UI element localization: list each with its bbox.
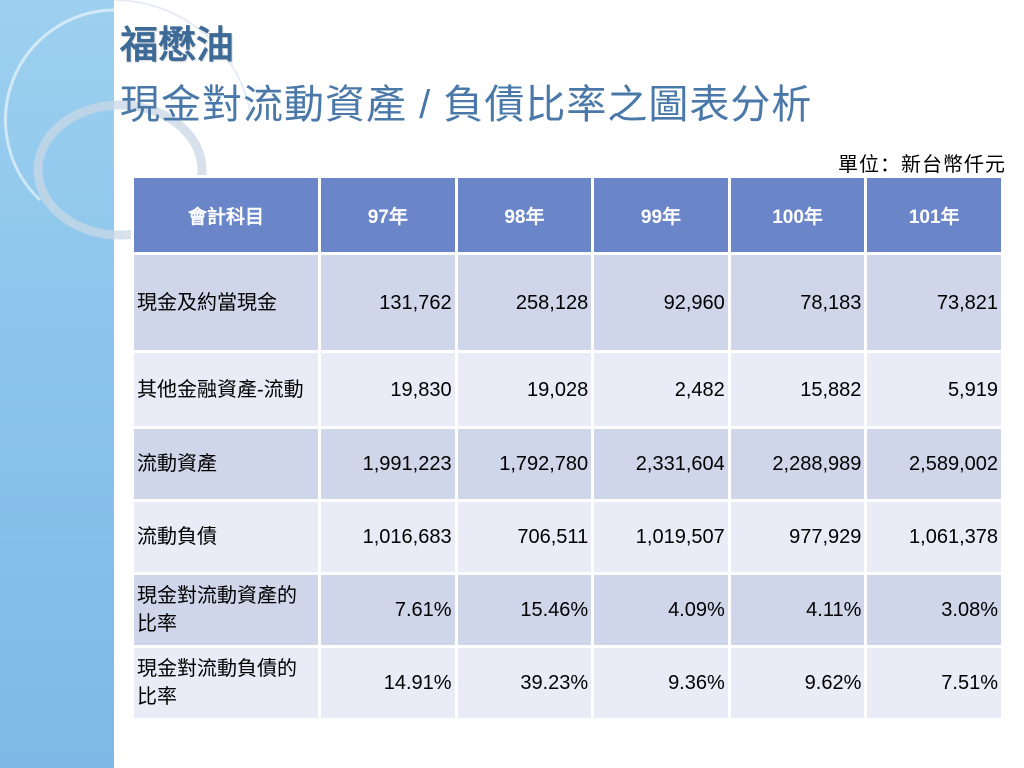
unit-note: 單位：新台幣仟元 (838, 154, 1006, 176)
table-cell: 1,991,223 (318, 426, 458, 502)
table-cell: 7.51% (864, 645, 1004, 721)
table-cell: 78,183 (727, 252, 868, 353)
row-label: 現金對流動負債的比率 (131, 645, 321, 721)
table-cell: 15.46% (454, 572, 595, 648)
table-cell: 4.09% (591, 572, 731, 648)
table-cell: 2,482 (591, 350, 731, 429)
row-label: 流動資產 (131, 426, 321, 502)
table-cell: 1,792,780 (454, 426, 595, 502)
row-label: 其他金融資產-流動 (131, 350, 321, 429)
table-cell: 14.91% (318, 645, 458, 721)
table-row: 流動負債 1,016,683 706,511 1,019,507 977,929… (131, 499, 1004, 575)
header-account: 會計科目 (131, 175, 321, 255)
table-cell: 2,288,989 (727, 426, 868, 502)
table-cell: 15,882 (727, 350, 868, 429)
table-cell: 19,028 (454, 350, 595, 429)
row-label: 現金對流動資產的比率 (131, 572, 321, 648)
header-year: 101年 (864, 175, 1004, 255)
table-row: 流動資產 1,991,223 1,792,780 2,331,604 2,288… (131, 426, 1004, 502)
table-row: 現金及約當現金 131,762 258,128 92,960 78,183 73… (131, 252, 1004, 353)
table-cell: 19,830 (318, 350, 458, 429)
page-title: 福懋油 (120, 25, 235, 67)
table-row: 現金對流動資產的比率 7.61% 15.46% 4.09% 4.11% 3.08… (131, 572, 1004, 648)
table-row: 其他金融資產-流動 19,830 19,028 2,482 15,882 5,9… (131, 350, 1004, 429)
header-year: 100年 (727, 175, 868, 255)
row-label: 現金及約當現金 (131, 252, 321, 353)
table-header-row: 會計科目 97年 98年 99年 100年 101年 (131, 175, 1004, 255)
table-cell: 2,331,604 (591, 426, 731, 502)
table-cell: 258,128 (454, 252, 595, 353)
table-cell: 131,762 (318, 252, 458, 353)
table-cell: 9.36% (591, 645, 731, 721)
table-row: 現金對流動負債的比率 14.91% 39.23% 9.36% 9.62% 7.5… (131, 645, 1004, 721)
table-cell: 9.62% (727, 645, 868, 721)
table-cell: 2,589,002 (864, 426, 1004, 502)
header-year: 99年 (591, 175, 731, 255)
header-year: 97年 (318, 175, 458, 255)
table-cell: 4.11% (727, 572, 868, 648)
page-subtitle: 現金對流動資產 / 負債比率之圖表分析 (120, 83, 813, 127)
table-cell: 92,960 (591, 252, 731, 353)
table-cell: 73,821 (864, 252, 1004, 353)
table-cell: 7.61% (318, 572, 458, 648)
row-label: 流動負債 (131, 499, 321, 575)
table-cell: 39.23% (454, 645, 595, 721)
table-cell: 1,016,683 (318, 499, 458, 575)
header-year: 98年 (454, 175, 595, 255)
financial-table: 會計科目 97年 98年 99年 100年 101年 現金及約當現金 131,7… (131, 175, 1004, 721)
table-cell: 977,929 (727, 499, 868, 575)
table-cell: 3.08% (864, 572, 1004, 648)
table-cell: 1,019,507 (591, 499, 731, 575)
decorative-arcs (4, 0, 251, 240)
table-cell: 1,061,378 (864, 499, 1004, 575)
table-cell: 5,919 (864, 350, 1004, 429)
table-cell: 706,511 (454, 499, 595, 575)
